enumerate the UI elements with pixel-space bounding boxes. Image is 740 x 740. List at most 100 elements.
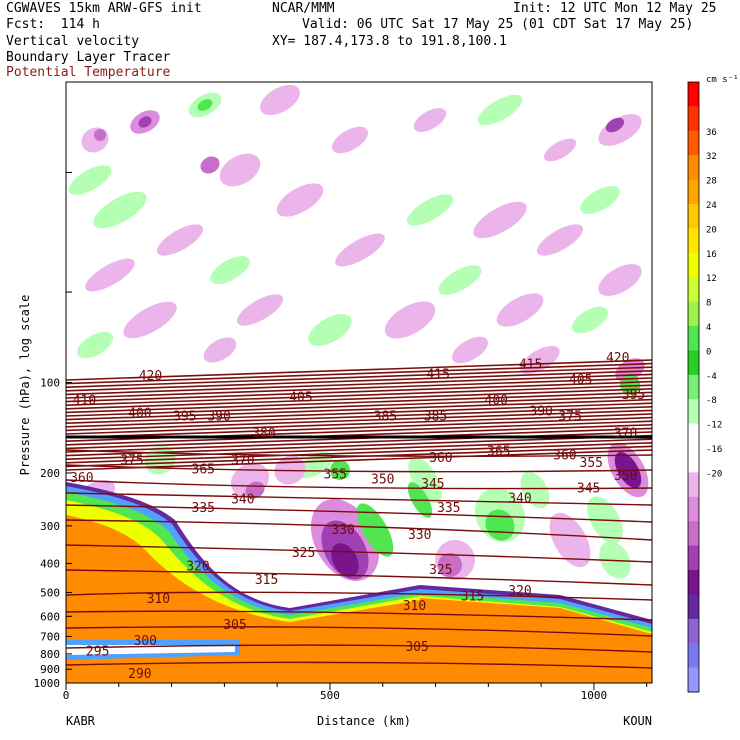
isentrope bbox=[66, 661, 652, 669]
colorbar-swatch bbox=[688, 179, 699, 205]
colorbar-swatch bbox=[688, 277, 699, 303]
velocity-cell bbox=[335, 233, 385, 267]
colorbar-label: 36 bbox=[706, 128, 717, 138]
colorbar-label: 16 bbox=[706, 250, 717, 260]
colorbar-label: 20 bbox=[706, 225, 717, 235]
y-tick-label: 700 bbox=[40, 630, 60, 643]
y-tick-label: 400 bbox=[40, 557, 60, 570]
isentrope bbox=[66, 366, 652, 388]
isentrope-label: 380 bbox=[252, 427, 275, 442]
field-potential-temperature: Potential Temperature bbox=[6, 65, 171, 80]
isentrope bbox=[66, 398, 652, 421]
isentrope-label: 320 bbox=[508, 584, 531, 599]
y-tick-label: 800 bbox=[40, 648, 60, 661]
isentrope bbox=[66, 519, 652, 541]
isentrope bbox=[66, 395, 652, 417]
isentrope bbox=[66, 569, 652, 586]
velocity-cell bbox=[219, 153, 261, 187]
colorbar-swatch bbox=[688, 570, 699, 595]
isentrope-label: 385 bbox=[424, 410, 447, 425]
isentrope bbox=[66, 406, 652, 428]
velocity-cell bbox=[308, 314, 352, 346]
colorbar-label: -20 bbox=[706, 469, 722, 479]
velocity-cell bbox=[138, 116, 152, 128]
model-title: CGWAVES 15km ARW-GFS init bbox=[6, 1, 202, 16]
potential-temperature-labels: 420 410 400 395 390 405 380 415 415 405 420 395 400 3… bbox=[70, 351, 645, 682]
colorbar-label: 24 bbox=[706, 201, 717, 211]
isentrope-label: 355 bbox=[324, 467, 347, 482]
isentrope-label: 350 bbox=[371, 472, 394, 487]
x-tick-label: 500 bbox=[320, 689, 340, 702]
isentrope bbox=[66, 370, 652, 392]
y-tick-label: 600 bbox=[40, 610, 60, 623]
isentrope bbox=[66, 427, 652, 450]
colorbar-label: -4 bbox=[706, 372, 717, 382]
colorbar-swatch bbox=[688, 204, 699, 229]
isentrope bbox=[66, 384, 652, 406]
y-tick-label: 900 bbox=[40, 663, 60, 676]
isentrope bbox=[66, 449, 652, 457]
isentrope bbox=[66, 438, 652, 460]
isentrope-label: 335 bbox=[437, 501, 460, 516]
isentrope bbox=[66, 359, 652, 381]
isentrope bbox=[66, 402, 652, 424]
forecast-hour: Fcst: 114 h bbox=[6, 17, 100, 32]
init-time: Init: 12 UTC Mon 12 May 25 bbox=[513, 1, 717, 16]
colorbar-swatch bbox=[688, 130, 699, 156]
velocity-cell bbox=[580, 186, 620, 214]
colorbar-swatch bbox=[688, 155, 699, 181]
colorbar-swatch bbox=[688, 399, 699, 425]
isentrope-label: 340 bbox=[508, 491, 531, 506]
colorbar-label: 12 bbox=[706, 274, 717, 284]
velocity-cell bbox=[438, 553, 462, 577]
velocity-cell bbox=[85, 258, 135, 292]
isentrope-label: 315 bbox=[461, 589, 484, 604]
velocity-cell bbox=[94, 129, 106, 141]
isentrope bbox=[66, 610, 652, 621]
velocity-cell bbox=[413, 108, 447, 132]
velocity-cell bbox=[276, 183, 324, 217]
isentrope bbox=[66, 434, 652, 457]
isentrope-label: 420 bbox=[139, 369, 162, 384]
isentrope-label: 365 bbox=[487, 445, 510, 460]
velocity-cell bbox=[330, 460, 350, 480]
isentrope bbox=[66, 391, 652, 414]
velocity-cell bbox=[549, 512, 591, 568]
isentrope bbox=[66, 409, 652, 432]
velocity-cell bbox=[536, 224, 584, 256]
valid-time: Valid: 06 UTC Sat 17 May 25 (01 CDT Sat … bbox=[302, 17, 694, 32]
isentrope-label: 365 bbox=[192, 463, 215, 478]
isentrope-label: 400 bbox=[128, 407, 151, 422]
y-tick-label: 200 bbox=[40, 467, 60, 480]
field-boundary-layer-tracer: Boundary Layer Tracer bbox=[6, 50, 171, 65]
velocity-cell bbox=[406, 194, 454, 226]
isentrope-label: 405 bbox=[289, 390, 312, 405]
x-axis: 0 500 1000 bbox=[63, 683, 648, 702]
isentrope bbox=[66, 373, 652, 396]
isentrope-label: 395 bbox=[622, 388, 645, 403]
isentrope bbox=[66, 420, 652, 442]
isentrope-label: 415 bbox=[519, 357, 542, 372]
start-station-label: KABR bbox=[66, 714, 96, 728]
colorbar-swatch bbox=[688, 228, 699, 254]
isentrope-label: 345 bbox=[577, 481, 600, 496]
isentrope-label: 310 bbox=[147, 592, 170, 607]
velocity-cell bbox=[520, 471, 550, 509]
colorbar-swatch bbox=[688, 667, 699, 693]
y-tick-label: 300 bbox=[40, 520, 60, 533]
colorbar-label: 28 bbox=[706, 177, 717, 187]
velocity-cell bbox=[123, 301, 177, 339]
isentrope-label: 330 bbox=[331, 523, 354, 538]
colorbar-swatch bbox=[688, 82, 699, 107]
isentrope bbox=[66, 479, 652, 490]
x-axis-label: Distance (km) bbox=[317, 714, 411, 728]
velocity-cell bbox=[543, 138, 577, 162]
colorbar-swatch bbox=[688, 496, 699, 522]
velocity-cell bbox=[200, 156, 220, 174]
isentrope-label: 310 bbox=[403, 599, 426, 614]
velocity-cell bbox=[331, 126, 369, 154]
isentrope-label: 410 bbox=[73, 394, 96, 409]
isentrope-label: 370 bbox=[614, 427, 637, 442]
isentrope-label: 315 bbox=[255, 573, 278, 588]
velocity-cell bbox=[408, 456, 442, 504]
